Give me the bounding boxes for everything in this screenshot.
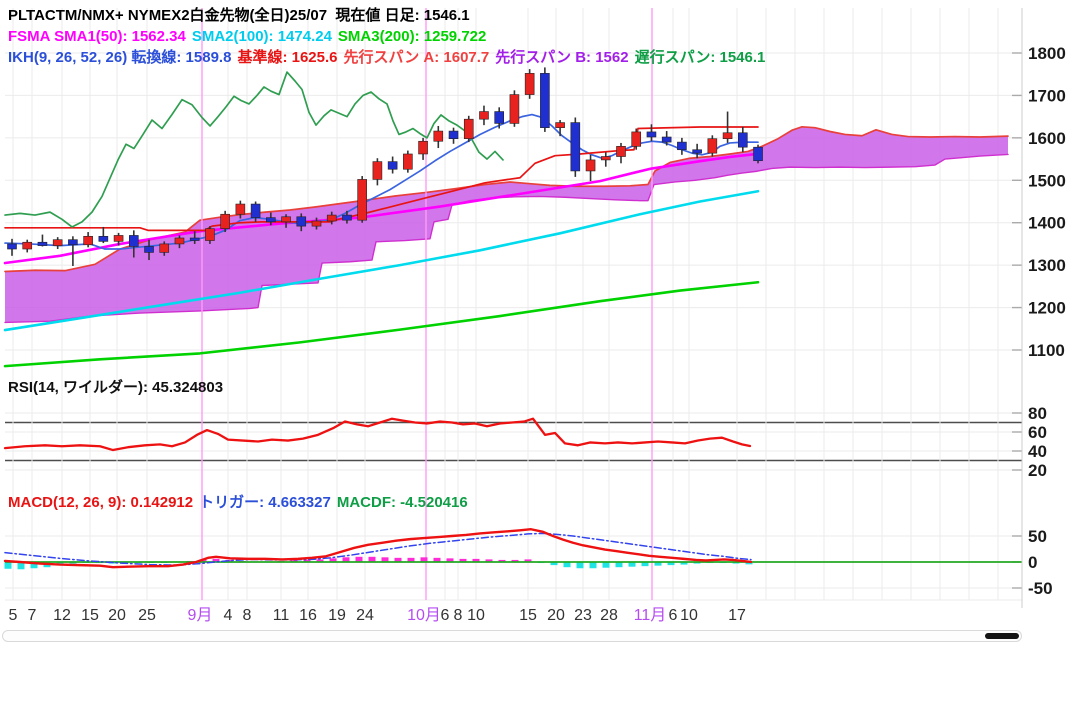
svg-text:1300: 1300 [1028, 256, 1066, 275]
legend-segment: SMA3(200): 1259.722 [337, 28, 487, 45]
svg-text:1700: 1700 [1028, 86, 1066, 105]
svg-text:6: 6 [669, 607, 678, 624]
svg-text:11: 11 [273, 607, 290, 624]
ichimoku-legend: IKH(9, 26, 52, 26) 転換線: 1589.8 基準線: 1625.… [8, 48, 771, 68]
svg-text:8: 8 [243, 607, 252, 624]
svg-text:16: 16 [299, 607, 317, 624]
svg-text:1800: 1800 [1028, 44, 1066, 63]
svg-text:1600: 1600 [1028, 129, 1066, 148]
legend-segment: RSI(14, ワイルダー): 45.324803 [8, 379, 224, 396]
svg-text:23: 23 [574, 607, 592, 624]
svg-text:-50: -50 [1028, 579, 1053, 598]
svg-text:24: 24 [356, 607, 374, 624]
svg-text:20: 20 [547, 607, 565, 624]
price-chart-canvas[interactable]: 1800170016001500140013001200110080604020… [0, 0, 1080, 628]
scrollbar-thumb[interactable] [985, 633, 1019, 639]
svg-text:20: 20 [108, 607, 126, 624]
svg-text:5: 5 [9, 607, 18, 624]
svg-text:9月: 9月 [188, 607, 213, 624]
svg-text:1100: 1100 [1028, 341, 1065, 360]
legend-segment: MACDF: -4.520416 [336, 494, 468, 511]
legend-segment: SMA2(100): 1474.24 [191, 28, 332, 45]
svg-text:10: 10 [467, 607, 485, 624]
rsi-legend: RSI(14, ワイルダー): 45.324803 [8, 376, 229, 397]
svg-text:40: 40 [1028, 442, 1047, 461]
legend-segment: 基準線: 1625.6 [237, 49, 338, 66]
svg-text:0: 0 [1028, 553, 1037, 572]
legend-segment: 先行スパン B: 1562 [495, 49, 629, 66]
svg-text:60: 60 [1028, 423, 1047, 442]
legend-segment: FSMA SMA1(50): 1562.34 [8, 28, 186, 45]
svg-text:6: 6 [441, 607, 450, 624]
svg-text:25: 25 [138, 607, 156, 624]
svg-text:11月: 11月 [634, 607, 667, 624]
svg-text:7: 7 [28, 607, 37, 624]
legend-segment: IKH(9, 26, 52, 26) 転換線: 1589.8 [8, 49, 232, 66]
svg-text:1400: 1400 [1028, 214, 1066, 233]
svg-text:1200: 1200 [1028, 299, 1066, 318]
svg-text:8: 8 [454, 607, 463, 624]
svg-text:10月: 10月 [407, 607, 441, 624]
svg-text:50: 50 [1028, 527, 1047, 546]
legend-segment: MACD(12, 26, 9): 0.142912 [8, 494, 194, 511]
svg-text:1500: 1500 [1028, 171, 1066, 190]
sma-legend: FSMA SMA1(50): 1562.34 SMA2(100): 1474.24… [8, 27, 492, 47]
svg-text:20: 20 [1028, 461, 1047, 480]
chart-title: PLTACTM/NMX+ NYMEX2白金先物(全日)25/07 現在値 日足:… [8, 7, 470, 24]
legend-segment: トリガー: 4.663327 [199, 494, 331, 511]
macd-legend: MACD(12, 26, 9): 0.142912 トリガー: 4.663327 M… [8, 491, 474, 512]
legend-segment: 先行スパン A: 1607.7 [343, 49, 490, 66]
svg-text:28: 28 [600, 607, 618, 624]
horizontal-scrollbar[interactable] [2, 630, 1022, 642]
svg-text:80: 80 [1028, 404, 1047, 423]
svg-text:12: 12 [53, 607, 71, 624]
legend-segment: 遅行スパン: 1546.1 [634, 49, 766, 66]
svg-text:15: 15 [81, 607, 99, 624]
svg-text:19: 19 [328, 607, 346, 624]
svg-text:17: 17 [728, 607, 746, 624]
svg-text:4: 4 [224, 607, 233, 624]
svg-text:10: 10 [680, 607, 698, 624]
svg-text:15: 15 [519, 607, 537, 624]
